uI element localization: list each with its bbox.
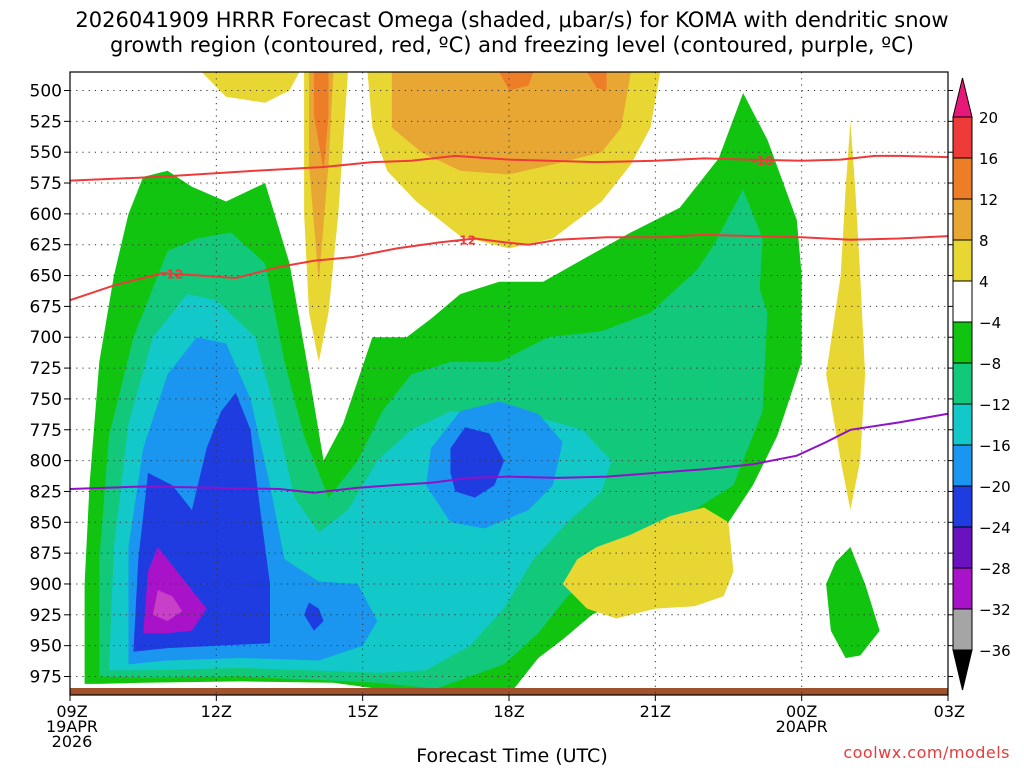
colorbar-label--8: −8: [979, 355, 1001, 373]
colorbar-swatch-1: [952, 157, 973, 200]
region-deep-orange-top2: [587, 72, 607, 91]
chart-title-line-1: 2026041909 HRRR Forecast Omega (shaded, …: [75, 8, 949, 32]
ground-strip: [70, 688, 948, 695]
contour-minus18: [70, 154, 948, 182]
region-yellow-far-right: [826, 121, 866, 511]
chart-title-line-2: growth region (contoured, red, ºC) and f…: [110, 33, 914, 57]
ytick-label-500: 500: [30, 82, 62, 102]
xtick-label-00Z-0: 00Z: [786, 702, 817, 721]
colorbar-swatch-3: [952, 239, 973, 282]
ytick-label-600: 600: [30, 205, 62, 225]
xtick-label-00Z-1: 20APR: [776, 717, 828, 736]
ytick-label-725: 725: [30, 359, 62, 379]
colorbar-swatch-10: [952, 526, 973, 569]
label-minus12-b: -12: [162, 268, 184, 282]
colorbar-swatch-6: [952, 362, 973, 405]
xtick-label-09Z-0: 09Z: [56, 702, 87, 721]
region-cyan-upper-right: [684, 189, 763, 338]
colorbar-swatch-4: [952, 280, 973, 323]
colorbar-label--28: −28: [979, 560, 1011, 578]
colorbar-label-16: 16: [979, 150, 998, 168]
colorbar-swatch-2: [952, 198, 973, 241]
ytick-label-850: 850: [30, 513, 62, 533]
contours: -18 -12 -12: [70, 154, 948, 494]
colorbar-bottom-arrow: [952, 649, 973, 691]
x-axis-title: Forecast Time (UTC): [416, 745, 608, 767]
ytick-label-625: 625: [30, 236, 62, 256]
colorbar-label--16: −16: [979, 437, 1011, 455]
ytick-label-875: 875: [30, 544, 62, 564]
xtick-label-21Z-0: 21Z: [640, 702, 671, 721]
colorbar-label--36: −36: [979, 642, 1011, 660]
xtick-label-15Z-0: 15Z: [347, 702, 378, 721]
ytick-label-575: 575: [30, 174, 62, 194]
ytick-label-925: 925: [30, 606, 62, 626]
pressure-axis: 500 525 550 575 600 625 650 675 700 725 750 775 800 8…: [30, 82, 953, 687]
ytick-label-975: 975: [30, 667, 62, 687]
colorbar-label--20: −20: [979, 478, 1011, 496]
ytick-label-650: 650: [30, 267, 62, 287]
shaded-regions: [84, 72, 880, 695]
ytick-label-525: 525: [30, 112, 62, 132]
colorbar-label--32: −32: [979, 601, 1011, 619]
ytick-label-700: 700: [30, 328, 62, 348]
colorbar-label-8: 8: [979, 232, 989, 250]
ytick-label-675: 675: [30, 297, 62, 317]
region-green-blob: [826, 547, 880, 658]
colorbar-label-12: 12: [979, 191, 998, 209]
ytick-label-950: 950: [30, 637, 62, 657]
region-navy-dot: [304, 602, 324, 631]
xtick-label-12Z-0: 12Z: [201, 702, 232, 721]
colorbar-top-arrow: [952, 77, 973, 118]
xtick-label-18Z-0: 18Z: [493, 702, 524, 721]
xtick-label-03Z-0: 03Z: [934, 702, 965, 721]
region-deep-orange-spike: [313, 72, 329, 171]
region-navy-mid: [450, 427, 505, 498]
region-orange-top: [391, 72, 631, 175]
colorbar-swatch-0: [952, 116, 973, 159]
label-minus18: -18: [752, 154, 774, 168]
ytick-label-825: 825: [30, 482, 62, 502]
colorbar-label-4: 4: [979, 273, 989, 291]
colorbar-swatch-11: [952, 567, 973, 610]
colorbar-label--24: −24: [979, 519, 1011, 537]
ytick-label-550: 550: [30, 143, 62, 163]
ytick-label-800: 800: [30, 452, 62, 472]
colorbar: 20 16 12 8 4 −4 −8 −12 −16 −20 −24 −28 −32 −36: [952, 77, 1011, 691]
site-credit: coolwx.com/models: [843, 743, 1010, 762]
region-deep-orange-top1: [499, 72, 534, 91]
colorbar-label--12: −12: [979, 396, 1011, 414]
colorbar-label-20: 20: [979, 109, 998, 127]
region-magenta-core: [152, 590, 183, 621]
colorbar-swatch-9: [952, 485, 973, 528]
dotted-grid: [70, 72, 948, 695]
xtick-label-09Z-1: 19APR: [46, 717, 98, 736]
label-minus12-a: -12: [454, 234, 476, 248]
colorbar-swatch-8: [952, 444, 973, 487]
region-yellow-lower-right: [562, 507, 734, 619]
xtick-label-09Z-2: 2026: [52, 732, 93, 751]
colorbar-label--4: −4: [979, 314, 1001, 332]
ytick-label-900: 900: [30, 575, 62, 595]
contour-freezing-level: [70, 412, 948, 494]
ytick-label-775: 775: [30, 421, 62, 441]
ytick-label-750: 750: [30, 390, 62, 410]
region-yellow-left: [201, 72, 300, 103]
contour-minus12: [70, 233, 948, 302]
colorbar-swatch-5: [952, 321, 973, 364]
colorbar-swatch-7: [952, 403, 973, 446]
colorbar-swatch-12: [952, 608, 973, 651]
